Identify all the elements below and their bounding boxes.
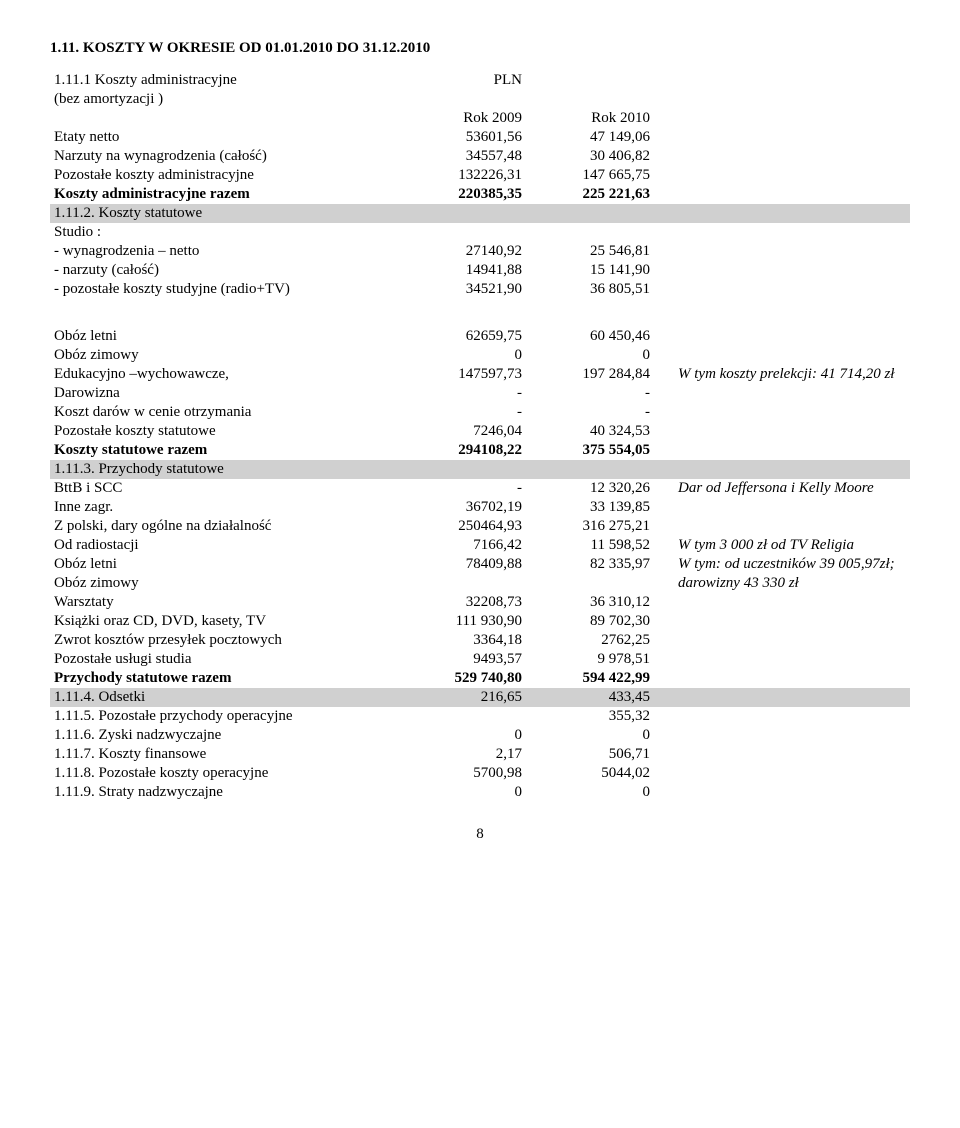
table-row: Obóz zimowy 0 0: [50, 346, 910, 365]
sub-note: Studio :: [50, 223, 398, 242]
page-title: 1.11. KOSZTY W OKRESIE OD 01.01.2010 DO …: [50, 40, 910, 57]
table-row: Książki oraz CD, DVD, kasety, TV 111 930…: [50, 612, 910, 631]
table-row: 1.11.6. Zyski nadzwyczajne 0 0: [50, 726, 910, 745]
row-note: W tym 3 000 zł od TV Religia: [654, 536, 910, 555]
table-row: Narzuty na wynagrodzenia (całość) 34557,…: [50, 147, 910, 166]
col-header: Rok 2009: [398, 109, 526, 128]
table-row-total: Koszty statutowe razem 294108,22 375 554…: [50, 441, 910, 460]
col-header: Rok 2010: [526, 109, 654, 128]
table-row: 1.11.4. Odsetki 216,65 433,45: [50, 688, 910, 707]
table-row: Pozostałe koszty administracyjne 132226,…: [50, 166, 910, 185]
table-row: Obóz letni 78409,88 82 335,97 W tym: od …: [50, 555, 910, 574]
section-11-1: 1.11.1 Koszty administracyjne PLN (bez a…: [50, 71, 910, 802]
table-row: Od radiostacji 7166,42 11 598,52 W tym 3…: [50, 536, 910, 555]
shaded-divider: 1.11.3. Przychody statutowe: [50, 460, 910, 479]
currency: PLN: [398, 71, 526, 90]
table-row: Obóz letni 62659,75 60 450,46: [50, 327, 910, 346]
shaded-divider: 1.11.2. Koszty statutowe: [50, 204, 910, 223]
table-row: - wynagrodzenia – netto 27140,92 25 546,…: [50, 242, 910, 261]
table-row: BttB i SCC - 12 320,26 Dar od Jeffersona…: [50, 479, 910, 498]
table-row: Pozostałe koszty statutowe 7246,04 40 32…: [50, 422, 910, 441]
page-number: 8: [50, 826, 910, 843]
row-note: Dar od Jeffersona i Kelly Moore: [654, 479, 910, 498]
table-row: Koszt darów w cenie otrzymania - -: [50, 403, 910, 422]
table-row: Pozostałe usługi studia 9493,57 9 978,51: [50, 650, 910, 669]
table-row: Darowizna - -: [50, 384, 910, 403]
table-row: Warsztaty 32208,73 36 310,12: [50, 593, 910, 612]
table-row-total: Koszty administracyjne razem 220385,35 2…: [50, 185, 910, 204]
row-note: W tym koszty prelekcji: 41 714,20 zł: [654, 365, 910, 384]
table-row: - narzuty (całość) 14941,88 15 141,90: [50, 261, 910, 280]
table-row: Zwrot kosztów przesyłek pocztowych 3364,…: [50, 631, 910, 650]
table-row: 1.11.5. Pozostałe przychody operacyjne 3…: [50, 707, 910, 726]
table-row: Inne zagr. 36702,19 33 139,85: [50, 498, 910, 517]
table-row: Edukacyjno –wychowawcze, 147597,73 197 2…: [50, 365, 910, 384]
table-row: Etaty netto 53601,56 47 149,06: [50, 128, 910, 147]
row-note: W tym: od uczestników 39 005,97zł;: [654, 555, 910, 574]
table-row: 1.11.8. Pozostałe koszty operacyjne 5700…: [50, 764, 910, 783]
heading-text: Koszty administracyjne: [91, 72, 237, 88]
table-row: Z polski, dary ogólne na działalność 250…: [50, 517, 910, 536]
table-row: Obóz zimowy darowizny 43 330 zł: [50, 574, 910, 593]
table-row: 1.11.9. Straty nadzwyczajne 0 0: [50, 783, 910, 802]
table-row-total: Przychody statutowe razem 529 740,80 594…: [50, 669, 910, 688]
heading-num: 1.11.1: [54, 72, 91, 88]
sub-note: (bez amortyzacji ): [50, 90, 398, 109]
table-row: - pozostałe koszty studyjne (radio+TV) 3…: [50, 280, 910, 299]
table-row: 1.11.7. Koszty finansowe 2,17 506,71: [50, 745, 910, 764]
row-note: darowizny 43 330 zł: [654, 574, 910, 593]
